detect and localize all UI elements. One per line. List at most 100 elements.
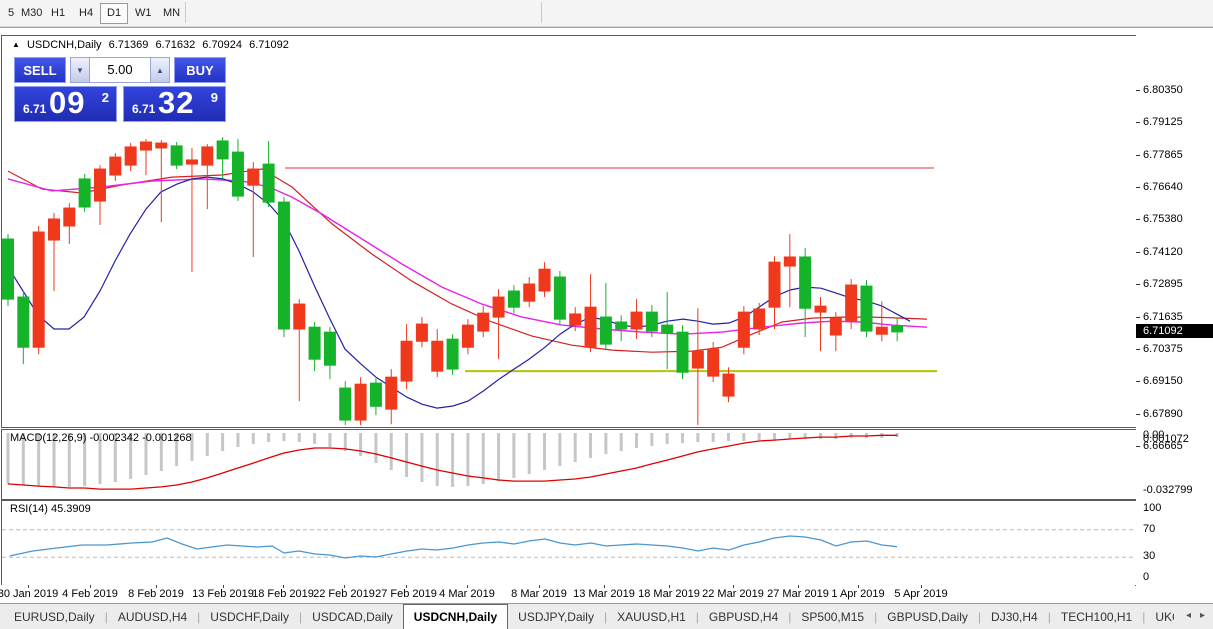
date-tick-mark (921, 585, 922, 588)
chart-tab-gbpusd[interactable]: GBPUSD,H4 (708, 610, 779, 624)
chart-tab-usdchf[interactable]: USDCHF,Daily (210, 610, 289, 624)
candle-body (216, 140, 229, 160)
tab-separator: | (874, 610, 878, 624)
buy-button[interactable]: BUY (174, 57, 226, 83)
chart-tab-audusd[interactable]: AUDUSD,H4 (117, 610, 188, 624)
candle-body (691, 350, 704, 369)
sell-button[interactable]: SELL (14, 57, 66, 83)
chart-tab-sp500[interactable]: SP500,M15 (801, 610, 865, 624)
date-tick-mark (406, 585, 407, 588)
candle-body (676, 331, 689, 373)
chart-tab-ukc[interactable]: UKC (1155, 610, 1174, 624)
candle-body (860, 285, 873, 332)
candle-body (431, 340, 444, 372)
timeframe-button-d1[interactable]: D1 (100, 3, 129, 24)
price-tick-mark (1136, 283, 1140, 285)
sell-price-prefix: 6.71 (23, 102, 47, 116)
chart-tab-dj30[interactable]: DJ30,H4 (991, 610, 1038, 624)
timeframe-button-mn[interactable]: MN (163, 7, 181, 19)
one-click-trade-panel: SELL ▼ 5.00 ▲ BUY 6.71 09 2 6.71 32 9 (14, 57, 226, 122)
price-tick-label: 6.67890 (1143, 408, 1183, 421)
chart-window: ▲ USDCNH,Daily 6.71369 6.71632 6.70924 6… (0, 27, 1213, 603)
candle-body (231, 151, 244, 197)
tab-separator: | (695, 610, 699, 624)
date-label: 1 Apr 2019 (831, 588, 885, 600)
candle-body (891, 325, 904, 333)
ohlc-low: 6.70924 (202, 39, 243, 51)
date-tick-mark (858, 585, 859, 588)
date-label: 13 Mar 2019 (573, 588, 635, 600)
candle-body (615, 321, 628, 330)
volume-decrease-icon[interactable]: ▼ (70, 57, 90, 83)
price-tick-mark (1136, 252, 1140, 254)
date-tick-mark (733, 585, 734, 588)
candle-body (737, 311, 750, 348)
date-label: 22 Mar 2019 (702, 588, 764, 600)
timeframe-button-m30[interactable]: M30 (21, 7, 43, 19)
candle-body (661, 324, 674, 334)
candle-body (385, 376, 398, 410)
candle-body (293, 303, 306, 330)
chart-tab-xauusd[interactable]: XAUUSD,H1 (617, 610, 686, 624)
chart-tab-tech100[interactable]: TECH100,H1 (1060, 610, 1133, 624)
timeframe-button-w1[interactable]: W1 (135, 7, 152, 19)
rsi-axis-label: 30 (1143, 550, 1156, 563)
chart-title: ▲ USDCNH,Daily 6.71369 6.71632 6.70924 6… (12, 39, 293, 51)
price-tick-label: 6.71635 (1143, 310, 1183, 323)
macd-panel[interactable]: MACD(12,26,9) -0.002342 -0.001268 (1, 429, 1137, 500)
buy-price-button[interactable]: 6.71 32 9 (123, 85, 226, 122)
rsi-panel[interactable]: RSI(14) 45.3909 (1, 500, 1137, 586)
price-tick-mark (1136, 414, 1140, 416)
candle-body (201, 146, 214, 166)
chart-tab-gbpusd[interactable]: GBPUSD,Daily (887, 610, 968, 624)
tabs-scroll-left-icon[interactable]: ◂ (1185, 610, 1191, 621)
price-chart-panel[interactable]: ▲ USDCNH,Daily 6.71369 6.71632 6.70924 6… (1, 35, 1137, 428)
candle-body (308, 326, 321, 360)
candle-body (2, 238, 14, 300)
date-tick-mark (156, 585, 157, 588)
timeframe-toolbar: 5 M30 H1 H4 D1 W1 MN (0, 0, 1213, 27)
chart-tab-usdjpy[interactable]: USDJPY,Daily (518, 610, 594, 624)
candle-body (400, 340, 413, 382)
price-tick-label: 6.75380 (1143, 213, 1183, 226)
timeframe-button-5[interactable]: 5 (8, 7, 15, 19)
rsi-axis-label: 0 (1143, 571, 1150, 583)
candle-body (78, 178, 91, 208)
price-tick-mark (1136, 381, 1140, 383)
chart-tab-eurusd[interactable]: EURUSD,Daily (14, 610, 95, 624)
chart-symbol-label: USDCNH,Daily (26, 39, 102, 51)
candle-body (829, 317, 842, 336)
candle-body (599, 316, 612, 345)
candle-body (415, 323, 428, 342)
price-axis[interactable]: 6.80350 6.79125 6.77865 6.76640 6.75380 6.741… (1136, 28, 1213, 603)
ohlc-open: 6.71369 (108, 39, 149, 51)
chart-tab-usdcnh[interactable]: USDCNH,Daily (402, 604, 509, 629)
price-tick-label: 6.79125 (1143, 115, 1183, 128)
sell-price-main: 09 (49, 85, 86, 120)
candle-body (875, 326, 888, 335)
candle-body (845, 284, 858, 322)
sell-price-pip: 2 (101, 90, 109, 105)
collapse-trade-panel-icon[interactable]: ▲ (12, 40, 20, 49)
date-axis[interactable]: 30 Jan 2019 4 Feb 2019 8 Feb 2019 13 Feb 20… (0, 585, 1135, 603)
volume-increase-icon[interactable]: ▲ (150, 57, 170, 83)
candle-body (569, 313, 582, 326)
price-tick-mark (1136, 446, 1140, 447)
chart-tab-usdcad[interactable]: USDCAD,Daily (312, 610, 393, 624)
candle-body (814, 305, 827, 313)
candle-body (369, 382, 382, 407)
candlestick-chart[interactable] (2, 36, 1134, 425)
candle-body (584, 306, 597, 348)
timeframe-button-h4[interactable]: H4 (79, 7, 94, 19)
volume-input[interactable]: 5.00 (89, 57, 151, 83)
candle-body (63, 207, 76, 227)
price-tick-label: 6.77865 (1143, 148, 1183, 161)
date-tick-mark (798, 585, 799, 588)
chart-tab-bar: EURUSD,Daily | AUDUSD,H4 | USDCHF,Daily | USDC… (0, 603, 1213, 629)
sell-price-button[interactable]: 6.71 09 2 (14, 85, 117, 122)
timeframe-button-h1[interactable]: H1 (51, 7, 66, 19)
tabs-scroll-right-icon[interactable]: ▸ (1199, 610, 1205, 621)
candle-body (523, 283, 536, 302)
current-price-badge: 6.71092 (1136, 323, 1213, 338)
